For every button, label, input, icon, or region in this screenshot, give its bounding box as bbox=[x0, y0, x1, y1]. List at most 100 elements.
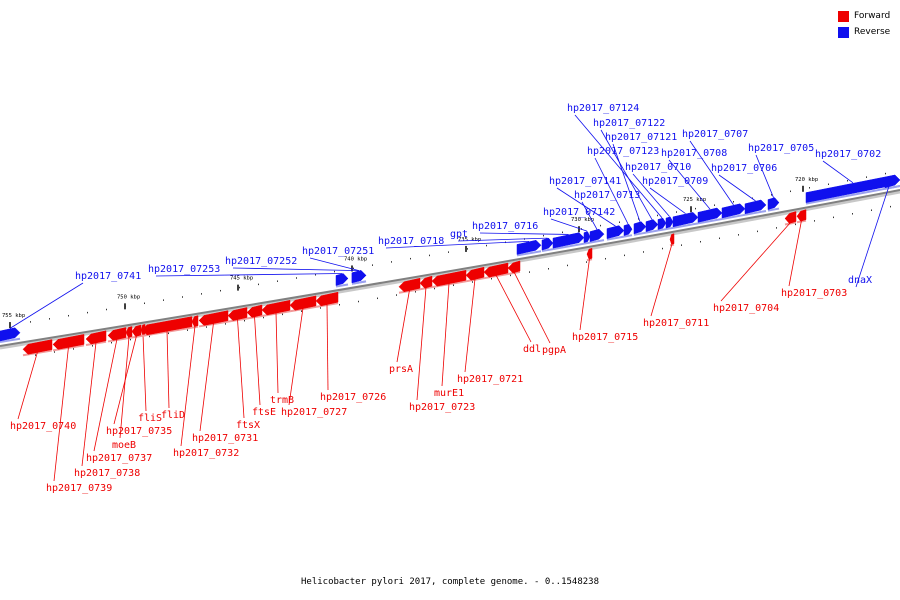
gene-label-hp2017-0741: hp2017_0741 bbox=[75, 271, 141, 282]
scale-minor-tick bbox=[130, 338, 131, 341]
gene-label-flis: fliS bbox=[138, 413, 162, 424]
callout-line-ftse bbox=[254, 316, 261, 406]
legend-forward-label: Forward bbox=[854, 11, 891, 21]
scale-minor-tick bbox=[277, 280, 278, 282]
callout-line-moeb bbox=[119, 336, 130, 439]
gene-label-ddl: ddl bbox=[523, 344, 541, 355]
callout-line-flis bbox=[142, 334, 147, 412]
scale-minor-tick bbox=[562, 231, 563, 234]
scale-minor-tick bbox=[738, 234, 739, 236]
gene-label-hp2017-07252: hp2017_07252 bbox=[225, 256, 297, 267]
callout-line-hp2017-0741 bbox=[9, 282, 84, 329]
gene-arrow-hp2017-0710 bbox=[665, 216, 674, 229]
gene-arrow-hp2017-07141 bbox=[606, 225, 625, 239]
callout-line-hp2017-0704 bbox=[720, 222, 791, 302]
gene-arrow-hp2017-0715 bbox=[586, 247, 593, 260]
callout-line-hp2017-0737 bbox=[93, 338, 118, 452]
callout-line-hp2017-07124 bbox=[574, 114, 663, 219]
gene-label-hp2017-07122: hp2017_07122 bbox=[593, 118, 665, 129]
gene-label-hp2017-0739: hp2017_0739 bbox=[46, 483, 112, 494]
gene-label-hp2017-0738: hp2017_0738 bbox=[74, 468, 140, 479]
gene-arrow-hp2017-0721 bbox=[465, 266, 485, 281]
gene-shadow bbox=[633, 231, 647, 236]
scale-minor-tick bbox=[733, 200, 734, 203]
callout-line-hp2017-0721 bbox=[464, 278, 476, 373]
scale-minor-tick bbox=[144, 302, 145, 305]
scale-minor-tick bbox=[467, 248, 468, 250]
scale-minor-tick bbox=[866, 176, 867, 178]
callout-line-hp2017-07251 bbox=[309, 257, 360, 271]
scale-minor-tick bbox=[54, 351, 55, 353]
scale-minor-tick bbox=[719, 237, 720, 240]
scale-minor-tick bbox=[871, 209, 872, 211]
gene-label-hp2017-0709: hp2017_0709 bbox=[642, 176, 708, 187]
scale-minor-tick bbox=[795, 223, 796, 226]
gene-shadow bbox=[623, 234, 633, 238]
scale-minor-tick bbox=[187, 329, 188, 331]
scale-minor-tick bbox=[225, 323, 226, 325]
callout-line-hp2017-07123 bbox=[594, 157, 629, 225]
gene-label-hp2017-0735: hp2017_0735 bbox=[106, 426, 172, 437]
gene-arrow-hp2017-0716 bbox=[552, 232, 585, 249]
scale-minor-tick bbox=[676, 211, 677, 213]
scale-minor-tick bbox=[87, 311, 88, 314]
callout-line-hp2017-0739 bbox=[53, 346, 69, 482]
gene-arrow-ftse bbox=[246, 304, 263, 318]
scale-minor-tick bbox=[567, 264, 568, 267]
scale-minor-tick bbox=[776, 227, 777, 229]
gene-arrow-hp2017-0740 bbox=[22, 339, 53, 355]
gene-label-hp2017-0703: hp2017_0703 bbox=[781, 288, 847, 299]
scale-minor-tick bbox=[372, 264, 373, 266]
callout-line-hp2017-07141 bbox=[556, 187, 616, 227]
gene-label-ftse: ftsE bbox=[252, 407, 276, 418]
callout-line-hp2017-0706 bbox=[718, 174, 756, 202]
scale-label: 735 kbp bbox=[458, 237, 481, 243]
scale-label: 725 kbp bbox=[683, 197, 706, 203]
scale-minor-tick bbox=[529, 271, 530, 273]
gene-label-flid: fliD bbox=[161, 410, 185, 421]
legend-item-forward: Forward bbox=[838, 8, 890, 24]
scale-minor-tick bbox=[486, 244, 487, 247]
callout-line-hp2017-07142 bbox=[550, 218, 588, 232]
scale-minor-tick bbox=[662, 247, 663, 250]
gene-label-hp2017-0726: hp2017_0726 bbox=[320, 392, 386, 403]
callout-line-flid bbox=[166, 330, 170, 409]
gene-shadow bbox=[744, 209, 767, 216]
gene-arrow-prsa bbox=[398, 277, 421, 293]
gene-arrow-hp2017-0727 bbox=[289, 295, 317, 311]
gene-arrow-ddl bbox=[483, 262, 509, 278]
gene-arrow-hp2017-0731 bbox=[198, 310, 229, 326]
gene-label-hp2017-07142: hp2017_07142 bbox=[543, 207, 615, 218]
gene-shadow bbox=[697, 218, 723, 225]
gene-shadow bbox=[589, 239, 605, 244]
gene-label-hp2017-0740: hp2017_0740 bbox=[10, 421, 76, 432]
gene-arrow-hp2017-07253 bbox=[335, 273, 349, 286]
callout-line-hp2017-0740 bbox=[17, 351, 38, 420]
callout-line-mure1 bbox=[441, 283, 450, 387]
genome-caption: Helicobacter pylori 2017, complete genom… bbox=[300, 577, 599, 587]
callout-line-hp2017-0738 bbox=[81, 342, 97, 467]
gene-label-hp2017-07121: hp2017_07121 bbox=[605, 132, 677, 143]
scale-minor-tick bbox=[263, 316, 264, 319]
gene-arrow-hp2017-0723 bbox=[419, 275, 433, 289]
callout-line-hp2017-0707 bbox=[689, 140, 734, 206]
scale-minor-tick bbox=[619, 221, 620, 223]
callout-line-hp2017-0711 bbox=[650, 243, 673, 317]
callout-line-hp2017-0735 bbox=[113, 335, 137, 425]
callout-line-hp2017-0708 bbox=[668, 159, 711, 210]
gene-label-hp2017-0718: hp2017_0718 bbox=[378, 236, 444, 247]
gene-label-trmb: trmB bbox=[270, 395, 294, 406]
scale-minor-tick bbox=[510, 274, 511, 277]
scale-minor-tick bbox=[472, 281, 473, 283]
gene-label-pgpa: pgpA bbox=[542, 345, 566, 356]
scale-minor-tick bbox=[852, 213, 853, 215]
gene-shadow bbox=[805, 185, 900, 205]
scale-minor-tick bbox=[833, 216, 834, 219]
scale-minor-tick bbox=[35, 354, 36, 356]
gene-label-dnax: dnaX bbox=[848, 275, 872, 286]
gene-shadow bbox=[665, 226, 674, 231]
scale-minor-tick bbox=[586, 261, 587, 263]
gene-shadow bbox=[784, 221, 797, 226]
callout-line-hp2017-0709 bbox=[649, 187, 686, 214]
gene-shadow bbox=[645, 229, 659, 234]
